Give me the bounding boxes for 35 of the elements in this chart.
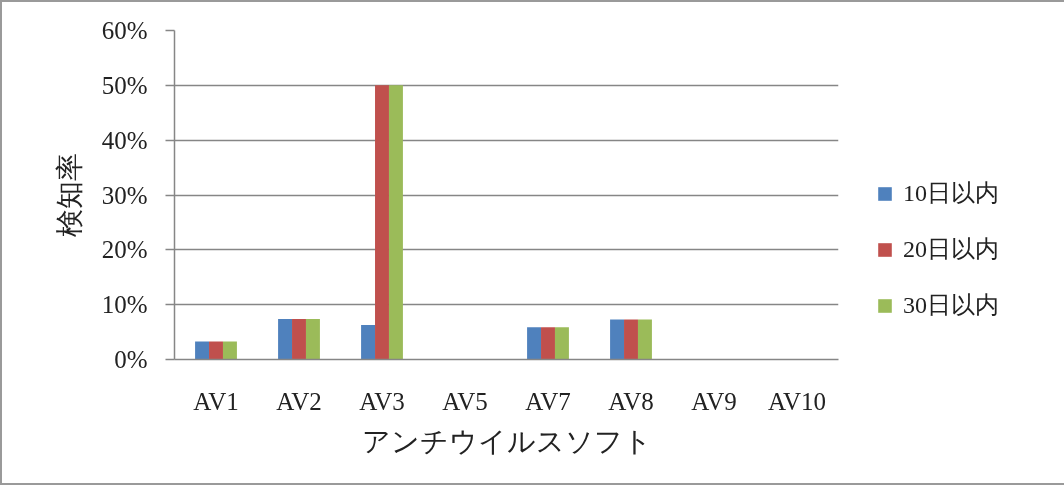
- y-tick-label: 10%: [101, 291, 148, 319]
- x-tick-label: AV7: [525, 387, 571, 415]
- legend-label: 10日以内: [903, 179, 999, 208]
- x-tick-label: AV8: [608, 387, 654, 415]
- y-tick-label: 30%: [101, 181, 148, 209]
- legend-label: 20日以内: [903, 235, 999, 264]
- y-tick-label: 40%: [101, 126, 148, 154]
- bar: [209, 341, 223, 360]
- bar: [637, 319, 652, 360]
- x-tick-label: AV10: [768, 387, 826, 415]
- bar: [624, 319, 638, 360]
- y-axis-title: 検知率: [53, 153, 85, 237]
- y-tick-label: 50%: [101, 71, 148, 99]
- bar: [541, 327, 555, 360]
- y-tick-label: 60%: [101, 17, 148, 44]
- legend-label: 30日以内: [903, 291, 999, 320]
- bar: [222, 341, 237, 360]
- bar: [554, 327, 569, 360]
- bar: [305, 318, 320, 360]
- bar: [361, 324, 376, 360]
- bar: [388, 85, 403, 360]
- bar: [527, 327, 542, 360]
- x-tick-label: AV2: [276, 387, 322, 415]
- bar: [375, 85, 389, 360]
- bar: [610, 319, 625, 360]
- x-axis-title: アンチウイルスソフト: [361, 425, 652, 457]
- bar: [195, 341, 210, 360]
- x-tick-label: AV5: [442, 387, 488, 415]
- x-tick-label: AV3: [359, 387, 405, 415]
- y-tick-label: 0%: [114, 346, 148, 373]
- y-tick-label: 20%: [101, 236, 148, 264]
- bar: [292, 318, 306, 360]
- x-tick-label: AV9: [691, 387, 737, 415]
- x-tick-label: AV1: [193, 387, 239, 415]
- bar: [278, 318, 293, 360]
